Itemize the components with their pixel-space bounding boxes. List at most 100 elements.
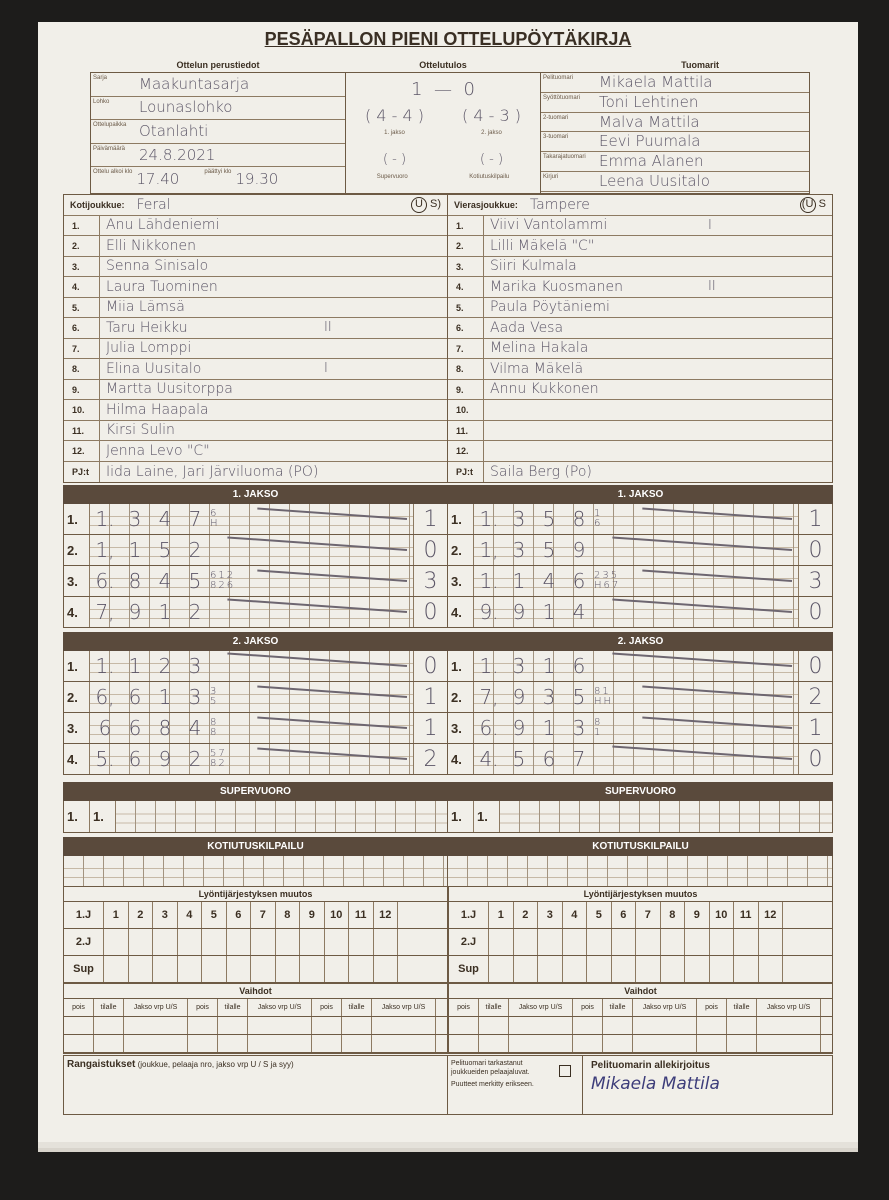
inning-runs[interactable]: 1	[413, 504, 447, 534]
subs-cell[interactable]	[757, 1035, 821, 1052]
order-cell[interactable]	[276, 929, 300, 955]
subs-cell[interactable]	[312, 1017, 342, 1034]
order-cell[interactable]: 9	[300, 902, 325, 928]
order-cell[interactable]	[398, 902, 447, 928]
order-cell[interactable]: 11	[734, 902, 759, 928]
subs-cell[interactable]	[603, 1017, 633, 1034]
inning-grid[interactable]: 5. 6 9 2 57 82	[90, 744, 413, 774]
referee-name[interactable]: Toni Lehtinen	[599, 92, 699, 111]
subs-cell[interactable]	[509, 1035, 573, 1052]
player-name[interactable]: Senna Sinisalo	[106, 258, 209, 274]
order-cell[interactable]	[300, 929, 325, 955]
player-name[interactable]: Taru Heikku	[106, 319, 188, 336]
order-cell[interactable]	[300, 956, 325, 982]
order-cell[interactable]	[251, 956, 276, 982]
player-name[interactable]: Siiri Kulmala	[490, 258, 577, 274]
order-cell[interactable]	[636, 956, 661, 982]
inning-runs[interactable]: 0	[798, 651, 832, 681]
inning-runs[interactable]: 0	[798, 597, 832, 627]
subs-cell[interactable]	[372, 1017, 436, 1034]
home-team-name[interactable]: Feral	[136, 196, 171, 213]
order-cell[interactable]: 12	[759, 902, 783, 928]
inning-grid[interactable]: 7, 9 1 2	[90, 597, 413, 627]
inning-grid[interactable]: 4. 5 6 7	[474, 744, 798, 774]
end-time[interactable]: 19.30	[235, 169, 279, 188]
inning-grid[interactable]: 1. 3 5 8 1 6	[474, 504, 798, 534]
subs-cell[interactable]	[218, 1017, 248, 1034]
order-cell[interactable]	[349, 956, 374, 982]
inning-runs[interactable]: 0	[413, 651, 447, 681]
player-name[interactable]: Elina Uusitalo	[106, 360, 202, 377]
subs-cell[interactable]	[697, 1035, 727, 1052]
subs-cell[interactable]	[479, 1017, 509, 1034]
subs-cell[interactable]	[312, 1035, 342, 1052]
inning-grid[interactable]: 7, 9 3 5 81 HH	[474, 682, 798, 712]
order-cell[interactable]	[489, 956, 514, 982]
order-cell[interactable]: 8	[661, 902, 685, 928]
order-cell[interactable]	[685, 956, 710, 982]
field-value[interactable]: Lounaslohko	[139, 98, 233, 117]
inning-grid[interactable]: 1. 1 4 6 235 H67	[474, 566, 798, 596]
subs-cell[interactable]	[573, 1017, 603, 1034]
order-cell[interactable]: 1	[489, 902, 514, 928]
inning-runs[interactable]: 0	[413, 535, 447, 565]
kotiutus-away-grid[interactable]	[448, 856, 832, 886]
subs-cell[interactable]	[757, 1017, 821, 1034]
subs-cell[interactable]	[479, 1035, 509, 1052]
super-home-grid[interactable]	[116, 801, 447, 832]
away-team-name[interactable]: Tampere	[529, 196, 590, 213]
order-cell[interactable]	[759, 929, 783, 955]
referee-name[interactable]: Leena Uusitalo	[599, 171, 710, 190]
order-cell[interactable]: 5	[587, 902, 612, 928]
order-cell[interactable]	[374, 929, 398, 955]
check-checkbox[interactable]	[559, 1065, 571, 1077]
order-cell[interactable]: 7	[636, 902, 661, 928]
player-name[interactable]: Martta Uusitorppa	[106, 381, 233, 397]
inning-runs[interactable]: 1	[413, 682, 447, 712]
order-cell[interactable]	[227, 956, 251, 982]
inning-grid[interactable]: 1. 1 2 3	[90, 651, 413, 681]
order-cell[interactable]: 11	[349, 902, 374, 928]
subs-cell[interactable]	[633, 1017, 697, 1034]
order-cell[interactable]	[783, 929, 832, 955]
referee-name[interactable]: Eevi Puumala	[599, 132, 701, 151]
order-cell[interactable]	[202, 956, 227, 982]
order-cell[interactable]: 2	[514, 902, 538, 928]
order-cell[interactable]	[129, 956, 153, 982]
super-home-entry[interactable]: 1.	[90, 801, 116, 832]
order-cell[interactable]: 5	[202, 902, 227, 928]
inning-grid[interactable]: 1. 3 4 7 6 H	[90, 504, 413, 534]
subs-cell[interactable]	[218, 1035, 248, 1052]
order-cell[interactable]	[612, 956, 636, 982]
order-cell[interactable]	[783, 956, 832, 982]
player-name[interactable]: Jenna Levo "C"	[106, 442, 210, 459]
subs-cell[interactable]	[188, 1017, 218, 1034]
order-cell[interactable]: 3	[538, 902, 563, 928]
order-cell[interactable]: 2	[129, 902, 153, 928]
inning-runs[interactable]: 3	[798, 566, 832, 596]
subs-cell[interactable]	[248, 1035, 312, 1052]
order-cell[interactable]: 8	[276, 902, 300, 928]
order-cell[interactable]	[661, 929, 685, 955]
subs-cell[interactable]	[124, 1035, 188, 1052]
order-cell[interactable]	[178, 929, 202, 955]
order-cell[interactable]	[104, 956, 129, 982]
inning-grid[interactable]: 1, 1 5 2	[90, 535, 413, 565]
player-name[interactable]: Viivi Vantolammi	[490, 217, 608, 233]
field-value[interactable]: 24.8.2021	[139, 145, 216, 164]
order-cell[interactable]	[538, 929, 563, 955]
order-cell[interactable]	[325, 929, 349, 955]
player-name[interactable]: Vilma Mäkelä	[490, 360, 584, 377]
subs-cell[interactable]	[573, 1035, 603, 1052]
order-cell[interactable]: 4	[178, 902, 202, 928]
order-cell[interactable]	[514, 956, 538, 982]
order-cell[interactable]	[563, 956, 587, 982]
subs-cell[interactable]	[342, 1035, 372, 1052]
order-cell[interactable]	[685, 929, 710, 955]
subs-cell[interactable]	[188, 1035, 218, 1052]
inning-runs[interactable]: 2	[798, 682, 832, 712]
inning-grid[interactable]: 1, 3 5 9	[474, 535, 798, 565]
order-cell[interactable]	[276, 956, 300, 982]
player-name[interactable]: Julia Lomppi	[106, 340, 192, 356]
